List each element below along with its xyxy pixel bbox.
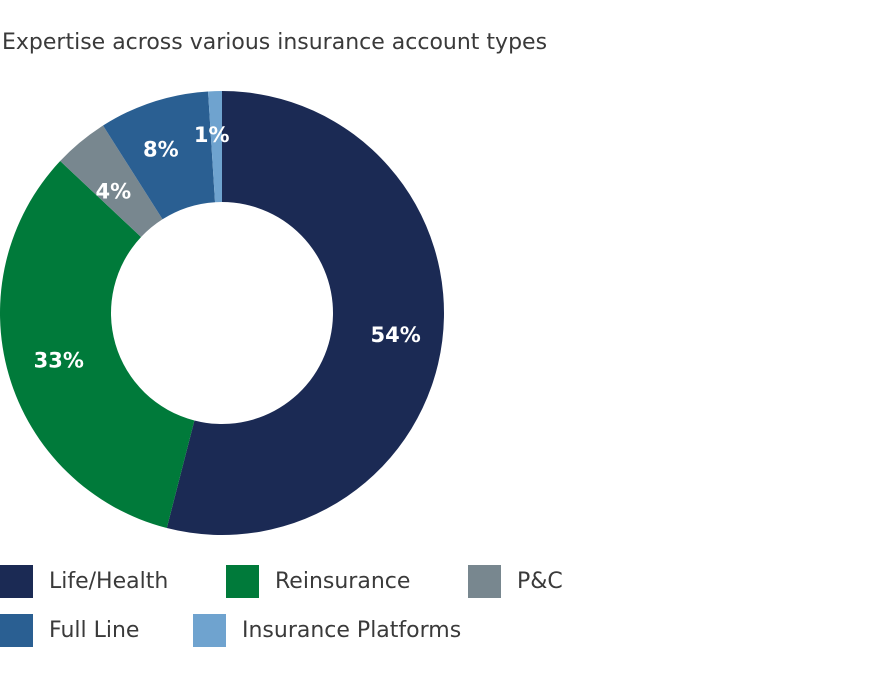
slice-insurance-platforms bbox=[208, 91, 222, 203]
legend-swatch-full-line bbox=[0, 613, 33, 647]
legend-item-reinsurance: Reinsurance bbox=[226, 564, 410, 598]
legend-item-full-line: Full Line bbox=[0, 613, 139, 647]
legend-swatch-life-health bbox=[0, 564, 33, 598]
legend-swatch-p-and-c bbox=[468, 564, 501, 598]
slice-label-insurance-platforms: 1% bbox=[194, 123, 230, 147]
legend-item-life-health: Life/Health bbox=[0, 564, 168, 598]
slice-full-line bbox=[103, 91, 216, 220]
legend-swatch-insurance-platforms bbox=[193, 613, 226, 647]
donut-chart: 54% 33% 4% 8% 1% bbox=[0, 91, 445, 535]
slice-p-and-c bbox=[60, 125, 163, 238]
legend-item-p-and-c: P&C bbox=[468, 564, 563, 598]
slice-reinsurance bbox=[0, 161, 195, 529]
legend-label-life-health: Life/Health bbox=[49, 568, 169, 594]
legend-label-full-line: Full Line bbox=[49, 617, 140, 643]
slice-label-full-line: 8% bbox=[143, 137, 179, 161]
legend-label-insurance-platforms: Insurance Platforms bbox=[242, 617, 462, 643]
slice-life-health bbox=[166, 91, 445, 535]
slice-label-reinsurance: 33% bbox=[34, 348, 84, 372]
slice-label-life-health: 54% bbox=[370, 323, 420, 347]
legend-label-reinsurance: Reinsurance bbox=[275, 568, 411, 594]
legend-item-insurance-platforms: Insurance Platforms bbox=[193, 613, 461, 647]
slice-label-p-and-c: 4% bbox=[95, 179, 131, 203]
legend-label-p-and-c: P&C bbox=[517, 568, 563, 594]
chart-title: Expertise across various insurance accou… bbox=[2, 30, 548, 55]
legend-swatch-reinsurance bbox=[226, 564, 259, 598]
